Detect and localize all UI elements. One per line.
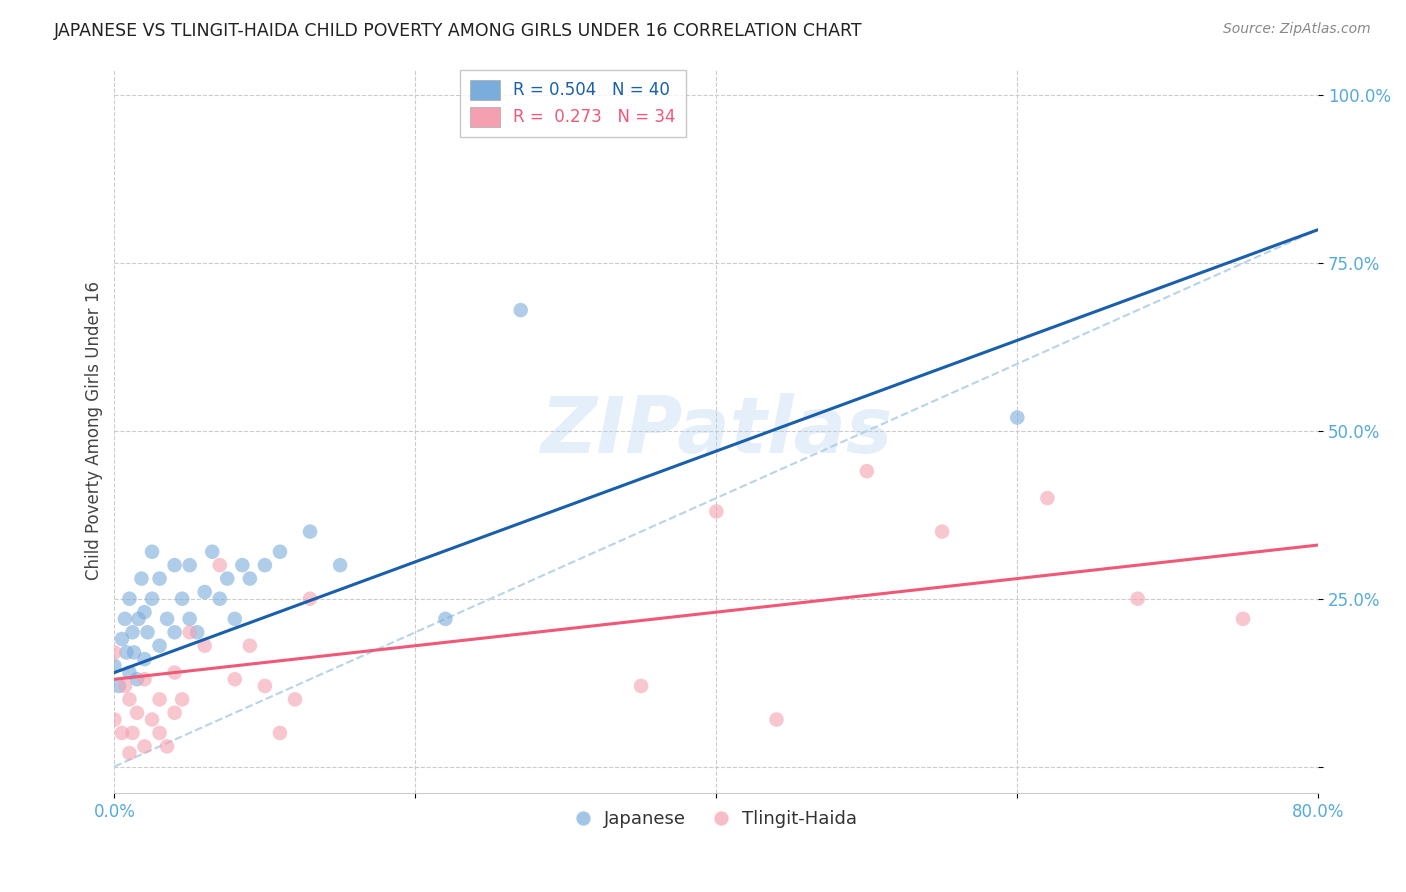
Point	[1232, 612, 1254, 626]
Point	[108, 679, 131, 693]
Point	[148, 572, 170, 586]
Point	[125, 672, 148, 686]
Point	[329, 558, 352, 573]
Point	[1007, 410, 1029, 425]
Point	[114, 679, 136, 693]
Point	[269, 545, 291, 559]
Point	[163, 706, 186, 720]
Point	[111, 726, 134, 740]
Point	[148, 726, 170, 740]
Point	[253, 558, 276, 573]
Point	[704, 504, 727, 518]
Point	[115, 645, 138, 659]
Point	[172, 692, 194, 706]
Point	[284, 692, 307, 706]
Point	[103, 713, 125, 727]
Point	[134, 605, 156, 619]
Point	[121, 625, 143, 640]
Point	[224, 672, 246, 686]
Point	[194, 585, 217, 599]
Point	[111, 632, 134, 646]
Point	[163, 625, 186, 640]
Text: ZIPatlas: ZIPatlas	[540, 393, 893, 469]
Point	[1126, 591, 1149, 606]
Point	[163, 665, 186, 680]
Point	[134, 652, 156, 666]
Point	[125, 706, 148, 720]
Point	[156, 612, 179, 626]
Point	[299, 591, 322, 606]
Text: JAPANESE VS TLINGIT-HAIDA CHILD POVERTY AMONG GIRLS UNDER 16 CORRELATION CHART: JAPANESE VS TLINGIT-HAIDA CHILD POVERTY …	[53, 22, 862, 40]
Point	[186, 625, 208, 640]
Point	[172, 591, 194, 606]
Point	[239, 639, 262, 653]
Point	[127, 612, 149, 626]
Point	[121, 726, 143, 740]
Point	[931, 524, 953, 539]
Point	[131, 572, 153, 586]
Point	[148, 639, 170, 653]
Text: Source: ZipAtlas.com: Source: ZipAtlas.com	[1223, 22, 1371, 37]
Point	[1036, 491, 1059, 505]
Point	[156, 739, 179, 754]
Point	[269, 726, 291, 740]
Point	[136, 625, 159, 640]
Point	[765, 713, 787, 727]
Point	[208, 591, 231, 606]
Point	[141, 713, 163, 727]
Point	[179, 558, 201, 573]
Point	[239, 572, 262, 586]
Point	[134, 739, 156, 754]
Point	[134, 672, 156, 686]
Point	[141, 591, 163, 606]
Point	[179, 612, 201, 626]
Point	[122, 645, 145, 659]
Point	[163, 558, 186, 573]
Point	[118, 665, 141, 680]
Point	[179, 625, 201, 640]
Point	[630, 679, 652, 693]
Point	[509, 303, 531, 318]
Point	[118, 692, 141, 706]
Y-axis label: Child Poverty Among Girls Under 16: Child Poverty Among Girls Under 16	[86, 282, 103, 581]
Point	[103, 658, 125, 673]
Point	[299, 524, 322, 539]
Point	[856, 464, 879, 478]
Point	[103, 645, 125, 659]
Point	[224, 612, 246, 626]
Point	[141, 545, 163, 559]
Point	[208, 558, 231, 573]
Point	[231, 558, 253, 573]
Point	[434, 612, 457, 626]
Point	[217, 572, 239, 586]
Point	[118, 746, 141, 760]
Point	[148, 692, 170, 706]
Legend: Japanese, Tlingit-Haida: Japanese, Tlingit-Haida	[568, 803, 865, 835]
Point	[118, 591, 141, 606]
Point	[201, 545, 224, 559]
Point	[114, 612, 136, 626]
Point	[194, 639, 217, 653]
Point	[253, 679, 276, 693]
